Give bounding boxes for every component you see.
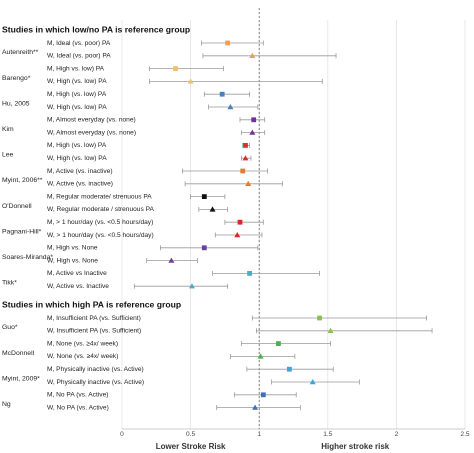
study-name: Barengo* (2, 75, 31, 82)
row-label: M, None (vs. ≥4x/ week) (47, 340, 118, 347)
row-label: M, Active vs Inactive (47, 270, 107, 277)
study-name: O'Donnell (2, 203, 32, 210)
point-estimate (249, 129, 256, 135)
x-tick-label: 0.5 (186, 431, 195, 438)
point-estimate (173, 66, 178, 71)
study-name: Guo* (2, 324, 18, 331)
row-label: W, High (vs. low) PA (47, 104, 107, 111)
row-label: W, Almost everyday (vs. none) (47, 129, 136, 136)
point-estimate (227, 104, 234, 110)
point-estimate (237, 219, 243, 225)
row-label: M, No PA (vs. Active) (47, 392, 108, 399)
point-estimate (243, 143, 248, 148)
point-estimate (187, 78, 194, 84)
x-tick-label: 1.5 (323, 431, 332, 438)
point-estimate (276, 341, 281, 346)
axis-label: Lower Stroke Risk (156, 442, 226, 451)
point-estimate (252, 404, 259, 410)
row-label: M, High (vs. low) PA (47, 91, 107, 98)
study-name: Lee (2, 152, 14, 159)
study-name: Tikk* (2, 280, 17, 287)
point-estimate (247, 271, 252, 276)
point-estimate (225, 40, 231, 46)
x-tick-label: 2 (395, 431, 399, 438)
point-estimate (201, 194, 207, 199)
x-tick-label: 0 (120, 431, 124, 438)
row-label: M, High vs. None (47, 245, 98, 252)
study-name: McDonnell (2, 350, 35, 357)
study-name: Pagnani-Hill* (2, 228, 42, 235)
point-estimate (260, 392, 266, 398)
row-label: W, High (vs. low) PA (47, 155, 107, 162)
row-label: M, Physically inactive (vs. Active) (47, 366, 144, 373)
row-label: M, Ideal (vs. poor) PA (47, 40, 111, 47)
point-estimate (257, 353, 264, 359)
point-estimate (309, 379, 316, 385)
point-estimate (327, 327, 334, 333)
row-label: M, High vs. low) PA (47, 65, 105, 72)
row-label: W, Ideal (vs. poor) PA (47, 53, 111, 60)
study-name: Autenreith** (2, 49, 39, 56)
point-estimate (245, 180, 252, 186)
point-estimate (201, 245, 207, 251)
row-label: W, High vs. None (47, 257, 98, 264)
row-label: W, Physically inactive (vs. Active) (47, 379, 144, 386)
x-tick-label: 1 (257, 431, 261, 438)
point-estimate (240, 168, 246, 174)
row-label: M, High (vs. low) PA (47, 142, 107, 149)
row-label: M, Almost everyday (vs. none) (47, 117, 136, 124)
study-name: Kim (2, 126, 14, 133)
point-estimate (168, 257, 175, 263)
section-title: Studies in which low/no PA is reference … (2, 24, 190, 34)
row-label: W, High (vs. low) PA (47, 78, 107, 85)
row-label: W, Active vs. Inactive (47, 283, 109, 290)
row-label: M, Active (vs. inactive) (47, 168, 113, 175)
row-label: M, > 1 hour/day (vs. <0.5 hours/day) (47, 219, 153, 226)
row-label: W, None (vs. ≥4x/ week) (47, 353, 118, 360)
point-estimate (188, 283, 195, 289)
study-name: Myint, 2006** (2, 177, 43, 184)
point-estimate (234, 232, 241, 238)
row-label: M, Insufficient PA (vs. Sufficient) (47, 315, 141, 322)
point-estimate (251, 117, 257, 123)
section-title: Studies in which high PA is reference gr… (2, 299, 181, 309)
row-label: M, Regular moderate/ strenuous PA (47, 193, 152, 200)
row-label: W, Insufficient PA (vs. Sufficient) (47, 328, 141, 335)
point-estimate (209, 206, 216, 212)
row-label: W, > 1 hour/day (vs. <0.5 hours/day) (47, 232, 154, 239)
axis-label: Higher stroke risk (321, 442, 390, 451)
point-estimate (242, 155, 249, 161)
study-name: Myint, 2009* (2, 375, 40, 382)
study-name: Ng (2, 401, 11, 408)
row-label: W, Active (vs. inactive) (47, 181, 113, 188)
row-label: W, No PA (vs. Active) (47, 404, 109, 411)
row-label: W, Regular moderate / strenuous PA (47, 206, 154, 213)
point-estimate (317, 315, 322, 321)
point-estimate (249, 52, 256, 58)
study-name: Soares-Miranda* (2, 254, 53, 261)
point-estimate (219, 91, 225, 97)
point-estimate (286, 366, 292, 372)
study-name: Hu, 2005 (2, 100, 30, 107)
x-tick-label: 2.5 (460, 431, 469, 438)
